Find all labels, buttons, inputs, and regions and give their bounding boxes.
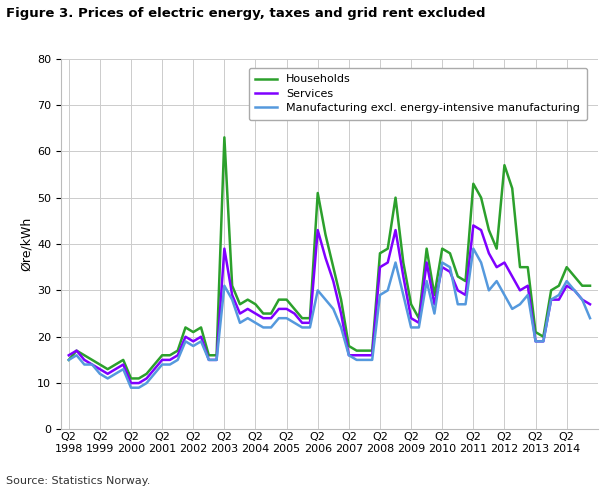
Manufacturing excl. energy-intensive manufacturing <box>555 292 562 298</box>
Services <box>586 301 594 307</box>
Households <box>431 292 438 298</box>
Manufacturing excl. energy-intensive manufacturing <box>470 245 477 252</box>
Services <box>470 223 477 228</box>
Households <box>65 357 73 363</box>
Households <box>586 283 594 288</box>
Services <box>447 269 454 275</box>
Households <box>127 376 135 382</box>
Line: Services: Services <box>69 225 590 383</box>
Services <box>423 260 430 265</box>
Services <box>493 264 500 270</box>
Services <box>65 352 73 358</box>
Line: Households: Households <box>69 138 590 379</box>
Households <box>493 245 500 252</box>
Manufacturing excl. energy-intensive manufacturing <box>447 264 454 270</box>
Manufacturing excl. energy-intensive manufacturing <box>423 278 430 284</box>
Line: Manufacturing excl. energy-intensive manufacturing: Manufacturing excl. energy-intensive man… <box>69 248 590 387</box>
Households <box>540 334 547 340</box>
Manufacturing excl. energy-intensive manufacturing <box>65 357 73 363</box>
Households <box>221 134 228 141</box>
Services <box>555 297 562 303</box>
Services <box>540 339 547 345</box>
Y-axis label: Øre/kWh: Øre/kWh <box>20 217 33 271</box>
Households <box>547 287 554 293</box>
Manufacturing excl. energy-intensive manufacturing <box>493 278 500 284</box>
Manufacturing excl. energy-intensive manufacturing <box>586 315 594 321</box>
Text: Source: Statistics Norway.: Source: Statistics Norway. <box>6 476 151 486</box>
Manufacturing excl. energy-intensive manufacturing <box>127 385 135 390</box>
Text: Figure 3. Prices of electric energy, taxes and grid rent excluded: Figure 3. Prices of electric energy, tax… <box>6 7 486 20</box>
Services <box>547 297 554 303</box>
Services <box>127 380 135 386</box>
Manufacturing excl. energy-intensive manufacturing <box>547 297 554 303</box>
Legend: Households, Services, Manufacturing excl. energy-intensive manufacturing: Households, Services, Manufacturing excl… <box>248 68 587 120</box>
Households <box>454 273 461 279</box>
Manufacturing excl. energy-intensive manufacturing <box>540 339 547 345</box>
Households <box>555 283 562 288</box>
